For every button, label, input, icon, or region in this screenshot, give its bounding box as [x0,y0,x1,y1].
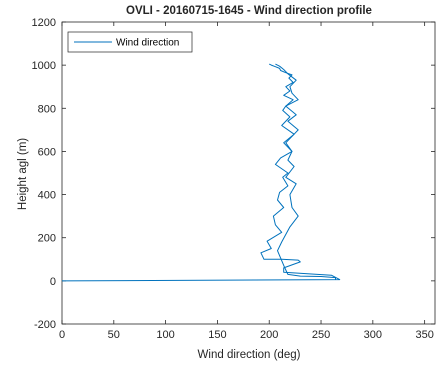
x-tick-label: 250 [312,329,330,341]
y-tick-label: 0 [50,276,56,288]
y-tick-label: 800 [38,103,56,115]
x-tick-label: 350 [415,329,433,341]
y-tick-label: 1200 [32,17,56,29]
axis-ticks: 0 50 100 150 200 250 300 350-200020040060080010… [32,17,435,341]
x-tick-label: 50 [108,329,120,341]
plot-area-frame [61,21,436,325]
series-line-wind-direction-trace-2 [275,63,336,280]
y-tick-label: 200 [38,233,56,245]
y-axis-label: Height agl (m) [17,138,29,210]
x-axis-label: Wind direction (deg) [198,349,301,361]
legend-label: Wind direction [116,38,179,49]
x-tick-label: 0 [59,329,65,341]
y-tick-label: -200 [34,319,56,331]
y-tick-label: 600 [38,146,56,158]
x-tick-label: 100 [156,329,174,341]
y-tick-label: 1000 [32,60,56,72]
chart-title: OVLI - 20160715-1645 - Wind direction pr… [126,5,372,17]
x-tick-label: 300 [364,329,382,341]
series-layer [61,63,341,282]
x-tick-label: 150 [208,329,226,341]
legend-box [67,31,193,53]
y-tick-label: 400 [38,190,56,202]
series-line-wind-direction [61,63,341,282]
legend: Wind direction [67,31,193,53]
x-tick-label: 200 [260,329,278,341]
